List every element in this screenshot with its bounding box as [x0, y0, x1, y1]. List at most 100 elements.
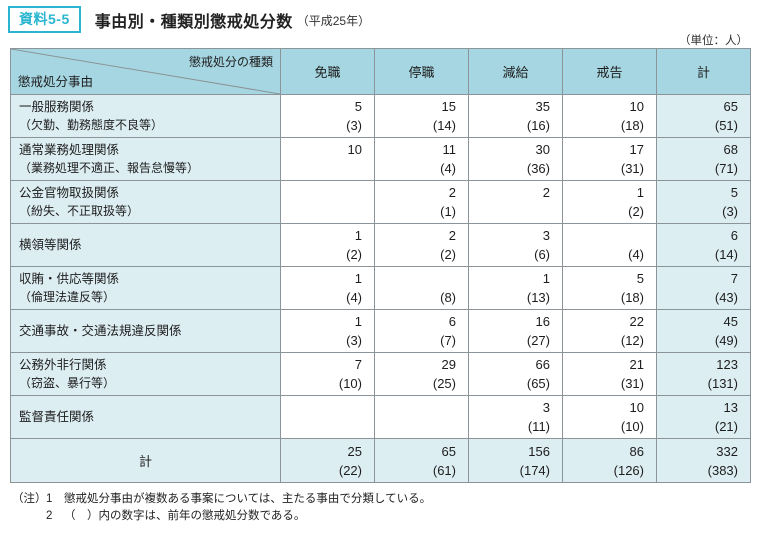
table-total-row: 計 25 (22) 65 (61) 156 (174) 86 (126) 332 (383…: [10, 438, 751, 483]
cell-value: 30 (36): [468, 137, 563, 181]
cell-column-total: 25 (22): [280, 438, 375, 483]
row-label-cell: 交通事故・交通法規違反関係: [10, 309, 281, 353]
cell-row-total: 7 (43): [656, 266, 751, 310]
cell-value: 22 (12): [562, 309, 657, 353]
cell-value: 10: [280, 137, 375, 181]
table-row-off-duty-misconduct: 公務外非行関係 （窃盗、暴行等） 7 (10) 29 (25) 66 (65) 21(…: [10, 352, 751, 396]
row-sublabel: （窃盗、暴行等）: [19, 376, 116, 390]
cell-value: 2 (2): [374, 223, 469, 267]
table-row-traffic: 交通事故・交通法規違反関係 1 (3) 6 (7) 16 (27) 22 (12) 45…: [10, 309, 751, 353]
cell-grand-total: 332 (383): [656, 438, 751, 483]
total-row-label: 計: [10, 438, 281, 483]
footnote-2: 2 （ ）内の数字は、前年の懲戒処分数である。: [12, 508, 760, 525]
cell-value: 10 (18): [562, 94, 657, 138]
cell-row-total: 45 (49): [656, 309, 751, 353]
cell-value: 35 (16): [468, 94, 563, 138]
cell-value: 2 (1): [374, 180, 469, 224]
row-label: 通常業務処理関係: [19, 143, 120, 157]
cell-value: 2: [468, 180, 563, 224]
cell-value: 66 (65): [468, 352, 563, 396]
cell-value: 1 (2): [280, 223, 375, 267]
cell-row-total: 13 (21): [656, 395, 751, 439]
corner-label-reason: 懲戒処分事由: [18, 75, 94, 89]
row-label-cell: 収賄・供応等関係 （倫理法違反等）: [10, 266, 281, 310]
footnote-text: （ ）内の数字は、前年の懲戒処分数である。: [64, 510, 306, 522]
row-sublabel: （倫理法違反等）: [19, 290, 116, 304]
cell-value: 7 (10): [280, 352, 375, 396]
footnote-number: 2: [46, 510, 53, 522]
footnote-number: 1: [46, 493, 53, 505]
page-title-year: （平成25年）: [296, 14, 371, 28]
col-header-pay-cut: 減給: [468, 48, 563, 95]
footnote-1: （注） 1 懲戒処分事由が複数ある事案については、主たる事由で分類している。: [12, 491, 760, 508]
cell-row-total: 123 (131): [656, 352, 751, 396]
footnotes: （注） 1 懲戒処分事由が複数ある事案については、主たる事由で分類している。 2…: [12, 491, 760, 525]
row-label-cell: 通常業務処理関係 （業務処理不適正、報告怠慢等）: [10, 137, 281, 181]
diagonal-divider-line: [11, 49, 280, 94]
page-title: 事由別・種類別懲戒処分数: [94, 13, 293, 31]
row-label: 横領等関係: [19, 238, 82, 252]
cell-value: 17 (31): [562, 137, 657, 181]
row-label-cell: 監督責任関係: [10, 395, 281, 439]
row-label-cell: 横領等関係: [10, 223, 281, 267]
row-label: 一般服務関係: [19, 100, 95, 114]
row-label-cell: 一般服務関係 （欠勤、勤務態度不良等）: [10, 94, 281, 138]
table-row-public-funds: 公金官物取扱関係 （紛失、不正取扱等） 2 (1) 2 1 (2) 5 (3): [10, 180, 751, 224]
footnote-text: 懲戒処分事由が複数ある事案については、主たる事由で分類している。: [64, 493, 432, 505]
document-ref-badge: 資料5-5: [8, 6, 81, 33]
footnote-prefix: [12, 508, 46, 525]
table-row-normal-business: 通常業務処理関係 （業務処理不適正、報告怠慢等） 10 11 (4) 30 (36)…: [10, 137, 751, 181]
table-row-bribery: 収賄・供応等関係 （倫理法違反等） 1 (4) (8) 1 (13) 5 (18) 7…: [10, 266, 751, 310]
cell-value: 3 (6): [468, 223, 563, 267]
cell-column-total: 156 (174): [468, 438, 563, 483]
corner-label-type: 懲戒処分の種類: [188, 55, 273, 69]
header-row: 懲戒処分の種類 懲戒処分事由 免職 停職 減給 戒告 計: [10, 48, 751, 95]
col-header-reprimand: 戒告: [562, 48, 657, 95]
cell-value: 21 (31): [562, 352, 657, 396]
row-label: 公務外非行関係: [19, 358, 107, 372]
cell-column-total: 86 (126): [562, 438, 657, 483]
cell-value: 1 (2): [562, 180, 657, 224]
row-sublabel: （欠勤、勤務態度不良等）: [19, 118, 164, 132]
row-sublabel: （紛失、不正取扱等）: [19, 204, 140, 218]
cell-value: 1 (3): [280, 309, 375, 353]
title-bar: 資料5-5 事由別・種類別懲戒処分数 （平成25年）: [0, 0, 760, 34]
row-label-cell: 公金官物取扱関係 （紛失、不正取扱等）: [10, 180, 281, 224]
disciplinary-actions-table: 懲戒処分の種類 懲戒処分事由 免職 停職 減給 戒告 計 一般服務関係 （欠勤、…: [10, 48, 751, 483]
col-header-total: 計: [656, 48, 751, 95]
row-label-cell: 公務外非行関係 （窃盗、暴行等）: [10, 352, 281, 396]
row-label: 収賄・供応等関係: [19, 272, 120, 286]
cell-row-total: 5 (3): [656, 180, 751, 224]
cell-value: 10 (10): [562, 395, 657, 439]
cell-row-total: 68 (71): [656, 137, 751, 181]
cell-value: (4): [562, 223, 657, 267]
cell-value: 3 (11): [468, 395, 563, 439]
cell-value: 11 (4): [374, 137, 469, 181]
cell-column-total: 65 (61): [374, 438, 469, 483]
col-header-suspension: 停職: [374, 48, 469, 95]
table-row-embezzlement: 横領等関係 1 (2) 2 (2) 3 (6) (4) 6 (14): [10, 223, 751, 267]
cell-value: [280, 180, 375, 224]
col-header-dismissal: 免職: [280, 48, 375, 95]
row-label: 交通事故・交通法規違反関係: [19, 324, 182, 338]
cell-value: 5 (18): [562, 266, 657, 310]
footnote-prefix: （注）: [12, 493, 47, 505]
cell-value: [374, 395, 469, 439]
cell-value: 15 (14): [374, 94, 469, 138]
cell-value: 1 (13): [468, 266, 563, 310]
cell-value: 29 (25): [374, 352, 469, 396]
cell-value: 1 (4): [280, 266, 375, 310]
row-label: 公金官物取扱関係: [19, 186, 120, 200]
cell-row-total: 6 (14): [656, 223, 751, 267]
corner-header-cell: 懲戒処分の種類 懲戒処分事由: [10, 48, 281, 95]
row-label: 監督責任関係: [19, 410, 95, 424]
cell-value: 6 (7): [374, 309, 469, 353]
table-row-general-service: 一般服務関係 （欠勤、勤務態度不良等） 5 (3) 15 (14) 35 (16) 1…: [10, 94, 751, 138]
cell-value: 16 (27): [468, 309, 563, 353]
unit-label: （単位：人）: [679, 35, 748, 47]
cell-value: [280, 395, 375, 439]
cell-value: (8): [374, 266, 469, 310]
table-row-supervisory-responsibility: 監督責任関係 3 (11) 10 (10) 13 (21): [10, 395, 751, 439]
cell-value: 5 (3): [280, 94, 375, 138]
